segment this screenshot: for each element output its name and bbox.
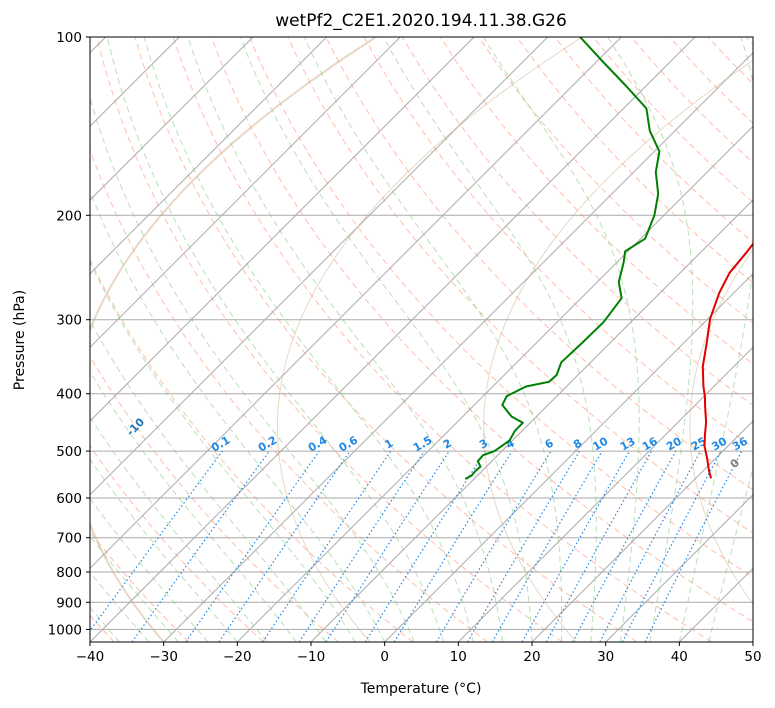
mixing-ratio-line [131,450,270,642]
moist-adiabat-line [239,37,533,642]
y-tick-label: 500 [56,444,82,460]
y-tick-label: 200 [56,208,82,224]
dry-adiabat-line [90,355,339,642]
dry-adiabat-line [325,37,753,491]
x-tick-label: −40 [76,649,105,665]
moist-adiabat-line [90,319,327,642]
chart-title: wetPf2_C2E1.2020.194.11.38.G26 [275,11,567,31]
x-tick-label: 30 [597,649,614,665]
isotherm-line [457,346,753,642]
isotherm-line [90,37,475,422]
dry-adiabat-line [172,37,712,642]
isotherm-line [752,641,753,642]
dry-adiabat-line [287,37,753,534]
moist-adiabat-line [90,535,179,642]
axes: −40 −30 −20 −10 0 10 20 30 40 50 100 200 300 400 500 60… [48,30,762,665]
y-tick-label: 100 [56,30,82,46]
dry-adiabat-line [90,445,264,642]
dewpoint-profile-line [464,37,661,480]
y-tick-label: 700 [56,531,82,547]
mixing-ratio-line [298,450,425,642]
x-axis-label: Temperature (°C) [360,681,482,697]
moist-adiabat-label: 10 [752,494,772,514]
plot-frame [89,36,754,643]
dry-adiabat-line [249,37,753,578]
isotherm-line [90,37,622,570]
mixing-ratio-line [185,450,320,642]
y-tick-label: 600 [56,491,82,507]
isotherm-line [310,199,753,642]
reference-curve [90,37,377,642]
x-tick-label: 0 [380,649,389,665]
mixing-ratio-line [572,450,677,642]
mixing-ratio-line [644,450,743,642]
reference-curve [689,248,753,606]
mixing-ratio-line [393,450,513,642]
dry-adiabat-line [134,37,638,642]
moist-adiabat-line [90,416,268,642]
isotherm-line [90,37,696,642]
background-lines [90,37,753,642]
y-tick-label: 300 [56,313,82,329]
moist-adiabat-line [90,189,386,642]
dry-adiabat-line [210,37,753,623]
y-tick-label: 900 [56,595,82,611]
isotherm-line [90,37,254,201]
x-tick-label: −30 [149,649,178,665]
reference-curve [483,59,753,642]
isotherm-line [531,420,753,642]
y-tick-label: 400 [56,387,82,403]
moist-adiabat-line [383,37,597,642]
moist-adiabat-line [90,497,209,642]
y-tick-label: 800 [56,565,82,581]
dry-adiabat-line [96,37,563,642]
isotherm-line [605,493,753,642]
isotherm-line [236,125,753,642]
moist-adiabat-line [607,37,694,642]
moist-adiabat-line [482,37,640,642]
x-tick-label: 50 [744,649,761,665]
moist-adiabat-line [90,260,356,642]
moist-adiabat-line [303,37,563,642]
plot-background [90,37,753,642]
moist-adiabat-line [678,37,753,642]
sounding-series [464,37,753,480]
dry-adiabat-line [516,37,753,284]
temperature-profile-line [701,242,753,479]
reference-curve [276,37,583,642]
x-tick-label: −20 [223,649,252,665]
mixing-ratio-line [262,450,392,642]
mixing-ratio-line [545,450,653,642]
moist-adiabat-line [187,37,503,642]
y-axis-label: Pressure (hPa) [12,290,28,390]
mixing-ratio-line [521,450,631,642]
moist-adiabat-line [90,458,238,642]
x-tick-label: 10 [450,649,467,665]
x-tick-label: 20 [523,649,540,665]
isotherm-line [384,272,753,642]
x-tick-label: 40 [671,649,688,665]
isotherm-line [90,37,401,349]
moist-adiabat-line [90,370,297,642]
mixing-ratio-line [218,450,351,642]
moist-adiabat-line [143,37,474,642]
dry-adiabat-line [90,258,414,642]
mixing-ratio-line [325,450,450,642]
x-tick-label: −10 [297,649,326,665]
isotherm-line [90,37,549,496]
mixing-ratio-line [90,450,223,632]
isotherm-line [163,51,753,642]
moist-adiabat-line [708,466,753,642]
isotherm-line [90,37,328,275]
moist-adiabat-line [106,37,445,642]
y-tick-label: 1000 [48,622,82,638]
